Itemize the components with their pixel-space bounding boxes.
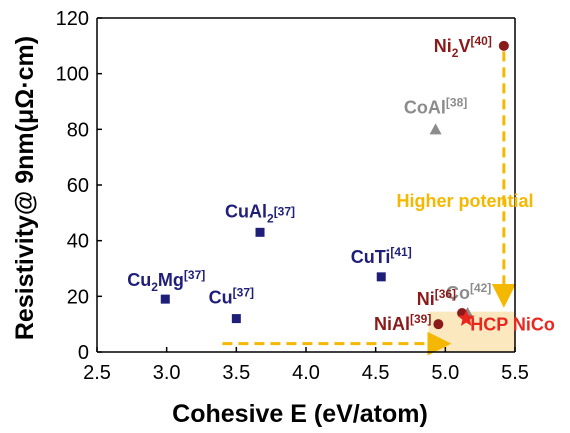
data-point-square <box>160 294 170 304</box>
data-point-label: HCP NiCo <box>470 315 555 335</box>
data-point-label: CoAl[38] <box>404 95 467 117</box>
data-point-label: CuTi[41] <box>351 245 412 267</box>
y-tick-label: 0 <box>78 342 89 364</box>
data-point-square <box>255 227 265 237</box>
data-point-circle <box>498 40 509 51</box>
data-point-square <box>376 272 386 282</box>
x-tick-label: 3.5 <box>222 362 250 384</box>
data-point-label: Ni[36] <box>417 287 456 309</box>
y-tick-label: 80 <box>67 119 89 141</box>
y-tick-label: 120 <box>56 8 89 30</box>
data-point-triangle <box>429 123 442 135</box>
y-tick-label: 20 <box>67 286 89 308</box>
points-layer <box>160 40 509 330</box>
data-point-star <box>457 309 475 326</box>
higher-potential-annotation: Higher potential <box>396 191 533 211</box>
axes-layer: 2.5 3.0 3.5 4.0 4.5 5.0 5.5 0 20 40 60 80 100 120 <box>56 8 529 384</box>
x-tick-label: 2.5 <box>83 362 111 384</box>
data-point-label: Co[42] <box>446 281 491 303</box>
data-point-square <box>231 314 241 324</box>
x-tick-label: 5.0 <box>431 362 459 384</box>
y-tick-label: 100 <box>56 64 89 86</box>
x-axis-title: Cohesive E (eV/atom) <box>172 400 428 428</box>
x-tick-label: 4.5 <box>362 362 390 384</box>
data-point-label: Cu[37] <box>209 286 254 308</box>
arrow-layer <box>222 51 516 356</box>
data-point-label: Cu2Mg[37] <box>127 268 205 294</box>
x-tick-label: 3.0 <box>153 362 181 384</box>
data-point-circle <box>433 319 444 330</box>
x-tick-label: 5.5 <box>501 362 529 384</box>
y-tick-label: 40 <box>67 231 89 253</box>
y-axis-title: Resistivity@ 9nm(μΩ·cm) <box>11 36 39 340</box>
x-tick-label: 4.0 <box>292 362 320 384</box>
y-tick-label: 60 <box>67 175 89 197</box>
labels-layer: Cu2Mg[37]Cu[37] CuAl2[37] CuTi[41] CoAl[38]… <box>127 34 555 335</box>
data-point-label: CuAl2[37] <box>225 201 295 225</box>
data-point-label: NiAl[39] <box>374 312 431 334</box>
data-point-label: Ni2V[40] <box>434 34 492 60</box>
